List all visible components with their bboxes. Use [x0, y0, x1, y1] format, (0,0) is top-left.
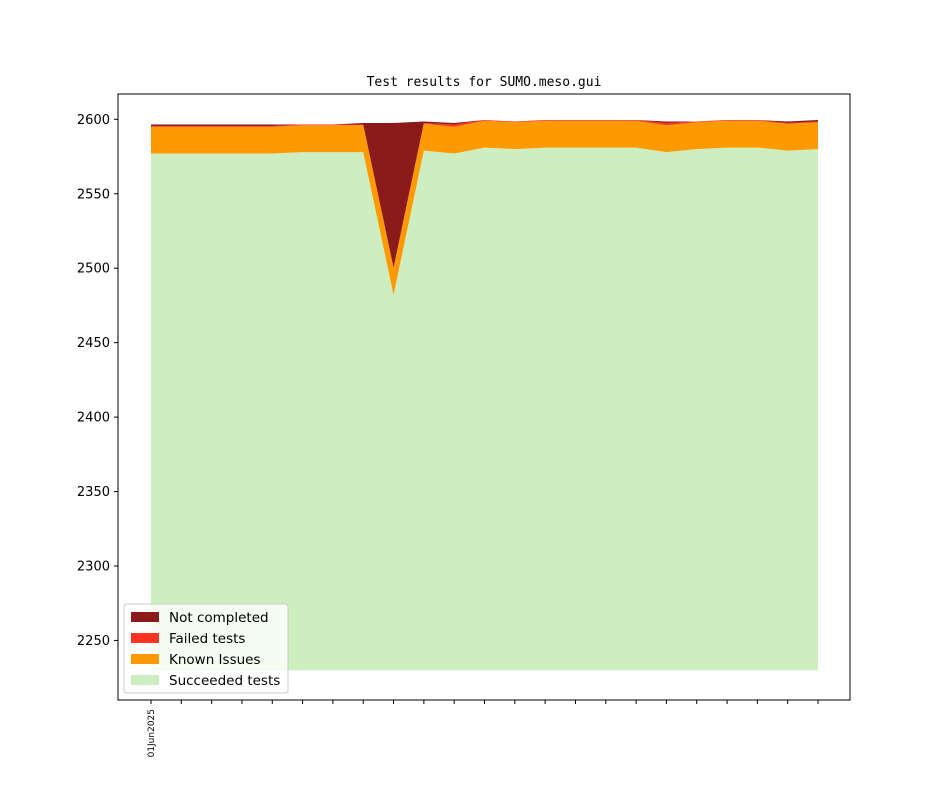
legend-box — [123, 603, 289, 694]
legend-swatch — [131, 654, 159, 664]
y-tick-label: 2400 — [77, 411, 110, 426]
y-tick-label: 2350 — [77, 485, 110, 500]
y-tick-label: 2300 — [77, 559, 110, 574]
chart-title: Test results for SUMO.meso.gui — [367, 75, 602, 90]
legend-swatch — [131, 675, 159, 685]
legend-label: Known Issues — [169, 652, 261, 668]
x-axis: 01Jun2025 — [147, 700, 819, 757]
area-layers — [151, 120, 818, 671]
y-tick-label: 2600 — [77, 113, 110, 128]
legend: Not completed Failed tests Known Issues Suc… — [123, 603, 289, 694]
legend-label: Failed tests — [169, 631, 245, 647]
y-tick-label: 2250 — [77, 634, 110, 649]
legend-label: Succeeded tests — [169, 673, 280, 689]
area-known-issues — [151, 120, 818, 296]
y-axis: 2250 2300 2350 2400 2450 2500 2550 2600 — [77, 113, 118, 649]
legend-swatch — [131, 612, 159, 622]
legend-label: Not completed — [169, 610, 269, 626]
area-succeeded-tests — [151, 147, 818, 671]
y-tick-label: 2550 — [77, 187, 110, 202]
x-tick-label: 01Jun2025 — [147, 709, 157, 757]
legend-swatch — [131, 633, 159, 643]
y-tick-label: 2450 — [77, 336, 110, 351]
y-tick-label: 2500 — [77, 262, 110, 277]
